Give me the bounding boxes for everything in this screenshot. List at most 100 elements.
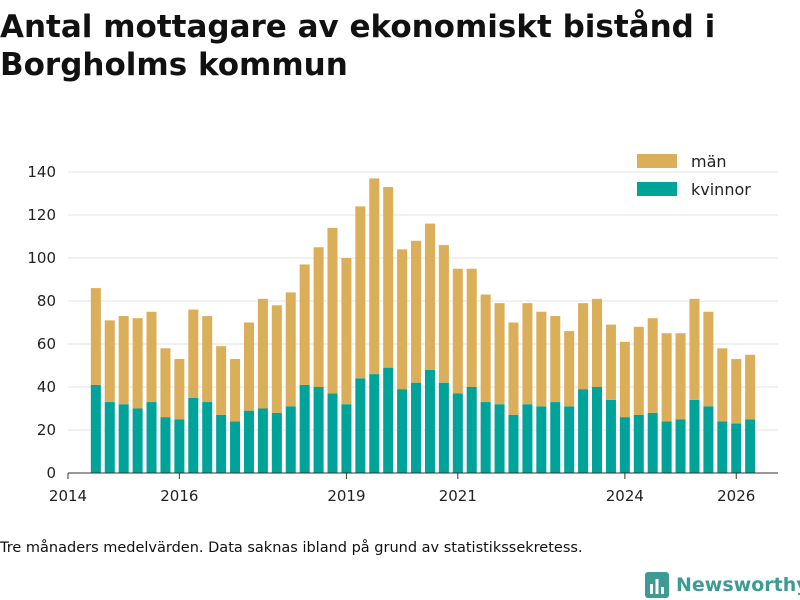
bar-man — [480, 294, 491, 403]
bar-man — [230, 359, 241, 422]
bar-man — [146, 311, 157, 403]
bar-man — [592, 298, 603, 387]
bar-man — [424, 223, 435, 370]
bar-man — [703, 311, 714, 407]
bar-man — [452, 268, 463, 394]
bar-man — [397, 249, 408, 390]
bar-kvinnor — [160, 417, 171, 473]
bar-man — [257, 298, 268, 409]
bar-man — [494, 303, 505, 405]
bars — [90, 178, 756, 473]
bar-man — [202, 316, 213, 403]
bar-kvinnor — [285, 406, 296, 473]
bar-kvinnor — [438, 382, 449, 473]
bar-kvinnor — [424, 369, 435, 473]
bar-kvinnor — [369, 374, 380, 473]
bar-kvinnor — [592, 387, 603, 473]
bar-man — [174, 359, 185, 420]
y-tick-label: 100 — [27, 249, 56, 267]
bar-kvinnor — [327, 393, 338, 473]
bar-kvinnor — [118, 404, 129, 473]
x-tick-label: 2016 — [160, 487, 198, 505]
bar-kvinnor — [90, 384, 101, 473]
bar-man — [578, 303, 589, 390]
bar-man — [438, 245, 449, 383]
y-tick-label: 40 — [37, 378, 56, 396]
bar-kvinnor — [689, 399, 700, 473]
bar-man — [243, 322, 254, 411]
y-tick-label: 20 — [37, 421, 56, 439]
bar-kvinnor — [466, 387, 477, 473]
bar-man — [717, 348, 728, 422]
bar-kvinnor — [397, 389, 408, 473]
bar-man — [647, 318, 658, 413]
bar-man — [188, 309, 199, 398]
bar-man — [619, 341, 630, 418]
footnote: Tre månaders medelvärden. Data saknas ib… — [0, 540, 583, 556]
bar-man — [731, 359, 742, 424]
bar-man — [216, 346, 227, 415]
bar-man — [118, 316, 129, 405]
bar-kvinnor — [661, 421, 672, 473]
bar-kvinnor — [619, 417, 630, 473]
bar-kvinnor — [508, 414, 519, 473]
bar-kvinnor — [452, 393, 463, 473]
bar-man — [536, 311, 547, 407]
brand-name: Newsworthy — [676, 574, 800, 596]
bar-kvinnor — [174, 419, 185, 473]
bar-man — [132, 318, 143, 409]
bar-kvinnor — [132, 408, 143, 473]
bar-man — [522, 303, 533, 405]
bar-kvinnor — [104, 402, 115, 473]
bar-kvinnor — [411, 382, 422, 473]
bar-man — [369, 178, 380, 375]
bar-man — [383, 187, 394, 368]
bar-kvinnor — [216, 414, 227, 473]
bar-kvinnor — [675, 419, 686, 473]
bar-man — [661, 333, 672, 422]
bar-man — [411, 240, 422, 383]
bar-man — [508, 322, 519, 415]
bar-man — [160, 348, 171, 418]
bar-kvinnor — [355, 378, 366, 473]
bar-man — [675, 333, 686, 420]
x-tick-label: 2026 — [717, 487, 755, 505]
bar-kvinnor — [633, 414, 644, 473]
bar-man — [341, 258, 352, 405]
bar-kvinnor — [536, 406, 547, 473]
bar-kvinnor — [647, 412, 658, 473]
bar-kvinnor — [717, 421, 728, 473]
y-tick-label: 120 — [27, 206, 56, 224]
bar-man — [466, 268, 477, 387]
legend-label: män — [691, 152, 727, 171]
y-axis: 0 20 40 60 80 100 120 140 — [27, 163, 778, 482]
bar-man — [104, 320, 115, 403]
x-tick-label: 2024 — [606, 487, 644, 505]
bar-kvinnor — [313, 387, 324, 473]
bar-kvinnor — [745, 419, 756, 473]
legend-swatch — [637, 182, 677, 196]
bar-man — [564, 331, 575, 407]
bar-kvinnor — [605, 399, 616, 473]
bar-kvinnor — [383, 367, 394, 473]
x-tick-label: 2019 — [327, 487, 365, 505]
brand-logo: Newsworthy — [644, 570, 800, 600]
bar-man — [299, 264, 310, 385]
bar-man — [285, 292, 296, 407]
bar-kvinnor — [578, 389, 589, 473]
chart-title: Antal mottagare av ekonomiskt bistånd i … — [0, 9, 716, 83]
bar-chart-icon — [645, 572, 669, 598]
legend-swatch — [637, 154, 677, 168]
bar-kvinnor — [731, 423, 742, 473]
bar-kvinnor — [271, 412, 282, 473]
bar-kvinnor — [230, 421, 241, 473]
bar-man — [90, 288, 101, 385]
bar-man — [271, 305, 282, 413]
x-axis: 2014 2016 2019 2021 2024 2026 — [49, 473, 755, 505]
x-tick-label: 2021 — [439, 487, 477, 505]
bar-kvinnor — [564, 406, 575, 473]
y-tick-label: 80 — [37, 292, 56, 310]
bar-kvinnor — [522, 404, 533, 473]
legend-label: kvinnor — [691, 180, 751, 199]
